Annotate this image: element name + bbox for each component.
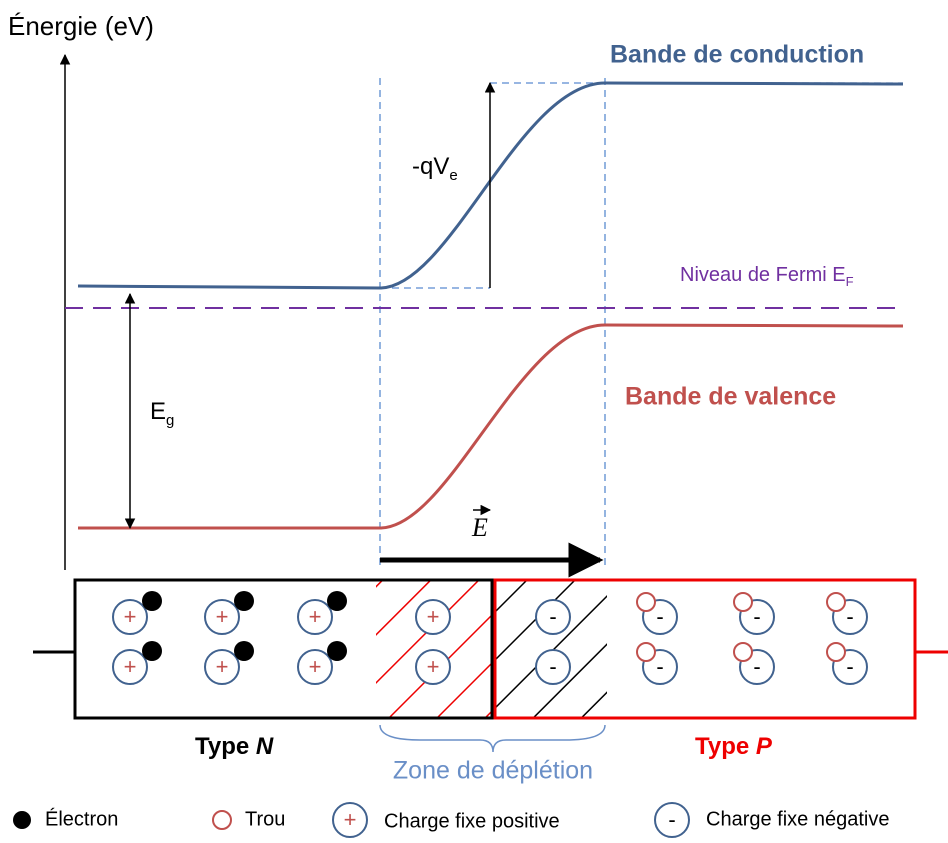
charge-sign: +: [309, 604, 322, 629]
electron: [234, 641, 254, 661]
fermi-label: Niveau de Fermi EF: [680, 264, 854, 289]
hole: [733, 642, 753, 662]
hole: [636, 592, 656, 612]
legend: Électron Trou + Charge fixe positive - Charge…: [13, 802, 889, 838]
fixed-charge: [332, 802, 368, 838]
electron: [327, 641, 347, 661]
charge-sign: -: [549, 654, 556, 679]
fixed-charge: [535, 649, 571, 685]
legend-label: Électron: [45, 807, 118, 830]
legend-label: Charge fixe positive: [384, 810, 560, 832]
charge-sign: +: [124, 604, 137, 629]
charge-sign: -: [846, 654, 853, 679]
charge-sign: -: [549, 604, 556, 629]
electron-icon: [13, 811, 31, 829]
n-region: [73, 578, 494, 720]
charge-sign: +: [309, 654, 322, 679]
charge-sign: +: [216, 604, 229, 629]
charge-sign: -: [668, 807, 675, 832]
ions: + + + + - - - - + + + + - - - -: [112, 591, 868, 685]
n-type-label: Type N: [195, 733, 274, 760]
charge-sign: +: [427, 654, 440, 679]
fixed-charge: [415, 599, 451, 635]
electron: [142, 641, 162, 661]
valence-label: Bande de valence: [625, 383, 836, 411]
electron: [327, 591, 347, 611]
valence-band: [78, 323, 904, 530]
charge-sign: +: [216, 654, 229, 679]
legend-label: Charge fixe négative: [706, 808, 889, 830]
charge-sign: +: [427, 604, 440, 629]
fixed-charge: [204, 599, 240, 635]
field-label: E: [471, 513, 488, 542]
hole: [826, 592, 846, 612]
charge-sign: +: [124, 654, 137, 679]
hole: [826, 642, 846, 662]
charge-sign: -: [753, 654, 760, 679]
p-region: [493, 578, 917, 720]
conduction-label: Bande de conduction: [610, 41, 864, 69]
fixed-charge: [535, 599, 571, 635]
depletion-label: Zone de déplétion: [393, 757, 593, 785]
hole-icon: [212, 810, 232, 830]
fixed-charge: [112, 649, 148, 685]
fixed-charge: [415, 649, 451, 685]
conduction-band: [77, 81, 904, 290]
legend-label: Trou: [245, 808, 285, 830]
electron: [234, 591, 254, 611]
hole: [733, 592, 753, 612]
charge-sign: +: [344, 807, 357, 832]
p-type-label: Type P: [695, 733, 773, 760]
electron: [142, 591, 162, 611]
charge-sign: -: [656, 604, 663, 629]
gap-label: Eg: [150, 398, 174, 429]
fixed-charge: [654, 802, 690, 838]
voltage-label: -qVe: [412, 153, 458, 184]
fixed-charge: [297, 649, 333, 685]
charge-sign: -: [753, 604, 760, 629]
fixed-charge: [112, 599, 148, 635]
fixed-charge: [204, 649, 240, 685]
hole: [636, 642, 656, 662]
fixed-charge: [297, 599, 333, 635]
depletion-brace: [379, 724, 606, 753]
charge-sign: -: [846, 604, 853, 629]
charge-sign: -: [656, 654, 663, 679]
axis-label: Énergie (eV): [8, 11, 154, 41]
